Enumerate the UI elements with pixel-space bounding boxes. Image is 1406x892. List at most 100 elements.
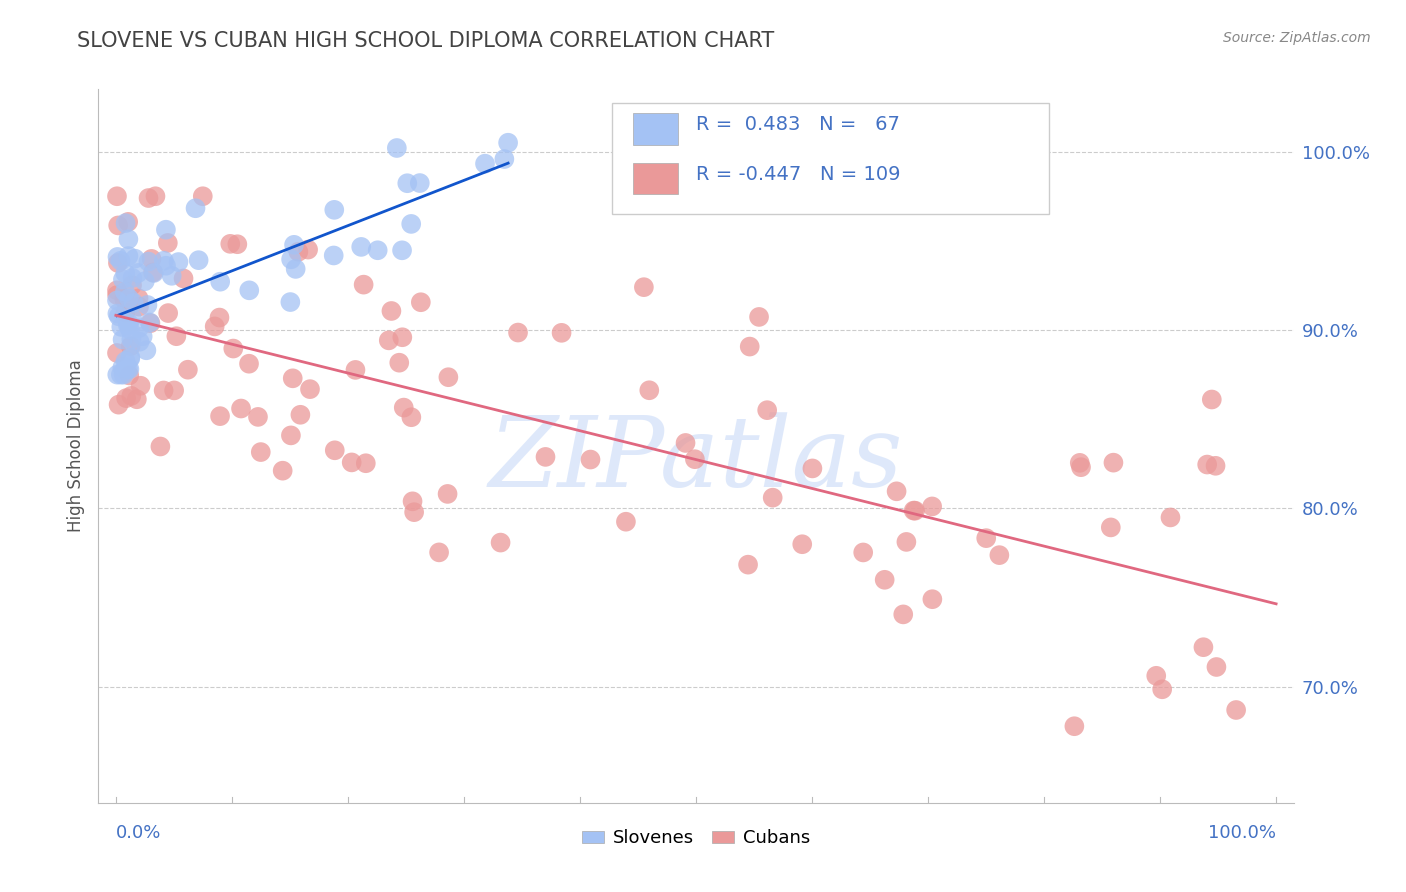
Point (904, 504, 927, 518)
Point (388, 356, 411, 370)
Point (108, 310, 131, 324)
Point (1192, 640, 1215, 655)
Point (249, 445, 271, 459)
Point (105, 288, 128, 302)
Point (107, 250, 129, 264)
Point (117, 361, 139, 376)
Point (738, 340, 761, 354)
Point (298, 382, 321, 396)
Point (111, 333, 134, 347)
Point (396, 176, 419, 190)
Point (281, 371, 304, 385)
Point (110, 319, 132, 334)
Point (128, 300, 150, 314)
Point (114, 305, 136, 319)
Point (173, 271, 195, 285)
Point (1063, 719, 1085, 733)
Point (122, 296, 145, 310)
Point (120, 339, 142, 353)
Point (139, 316, 162, 330)
Point (1201, 392, 1223, 407)
Point (404, 505, 426, 519)
Point (340, 455, 363, 469)
Point (121, 310, 143, 325)
Point (208, 310, 231, 325)
Point (385, 141, 408, 155)
Point (683, 452, 706, 467)
Point (136, 298, 159, 312)
Point (290, 408, 312, 422)
Point (117, 249, 139, 263)
Point (131, 329, 153, 343)
Legend: Slovenes, Cubans: Slovenes, Cubans (575, 822, 817, 855)
Point (209, 275, 232, 289)
Point (118, 362, 141, 376)
Point (111, 272, 134, 286)
Point (111, 360, 134, 375)
Text: 0.0%: 0.0% (115, 824, 162, 842)
Point (344, 363, 367, 377)
Point (155, 259, 177, 273)
Point (118, 368, 141, 383)
Point (149, 440, 172, 454)
Point (323, 443, 346, 458)
Point (280, 295, 302, 310)
Point (129, 378, 152, 392)
Point (614, 515, 637, 529)
Point (153, 253, 176, 268)
Point (121, 271, 143, 285)
Point (238, 357, 260, 371)
Point (152, 384, 174, 398)
Point (110, 368, 132, 382)
Point (105, 307, 128, 321)
Point (489, 535, 512, 549)
Point (1205, 458, 1227, 473)
Point (141, 252, 163, 266)
FancyBboxPatch shape (613, 103, 1049, 214)
Point (107, 398, 129, 412)
FancyBboxPatch shape (633, 113, 678, 145)
Point (163, 384, 186, 398)
Point (921, 500, 943, 514)
Point (191, 189, 214, 203)
Point (246, 409, 269, 424)
Point (392, 401, 415, 415)
Point (391, 330, 413, 344)
Point (157, 306, 180, 320)
Point (633, 280, 655, 294)
Point (138, 191, 160, 205)
Point (222, 342, 245, 356)
Point (378, 334, 401, 348)
Point (107, 256, 129, 270)
Point (801, 461, 824, 475)
Point (121, 278, 143, 293)
Point (138, 254, 160, 268)
Point (165, 329, 187, 343)
Point (127, 266, 149, 280)
Y-axis label: High School Diploma: High School Diploma (66, 359, 84, 533)
Point (323, 202, 346, 217)
Point (120, 350, 142, 364)
Point (142, 265, 165, 279)
Point (675, 436, 697, 450)
Point (427, 545, 450, 559)
Text: Source: ZipAtlas.com: Source: ZipAtlas.com (1223, 31, 1371, 45)
Point (124, 252, 146, 266)
Point (284, 261, 307, 276)
Point (534, 450, 557, 464)
Point (496, 136, 519, 150)
Point (118, 316, 141, 330)
Point (280, 428, 302, 442)
Point (409, 176, 432, 190)
Point (114, 285, 136, 299)
Point (105, 283, 128, 297)
Point (506, 326, 529, 340)
Point (873, 573, 896, 587)
Point (117, 232, 139, 246)
Text: 100.0%: 100.0% (1208, 824, 1277, 842)
Point (114, 266, 136, 280)
Point (184, 201, 207, 215)
Point (107, 219, 129, 233)
Point (903, 503, 925, 517)
Point (974, 531, 997, 545)
